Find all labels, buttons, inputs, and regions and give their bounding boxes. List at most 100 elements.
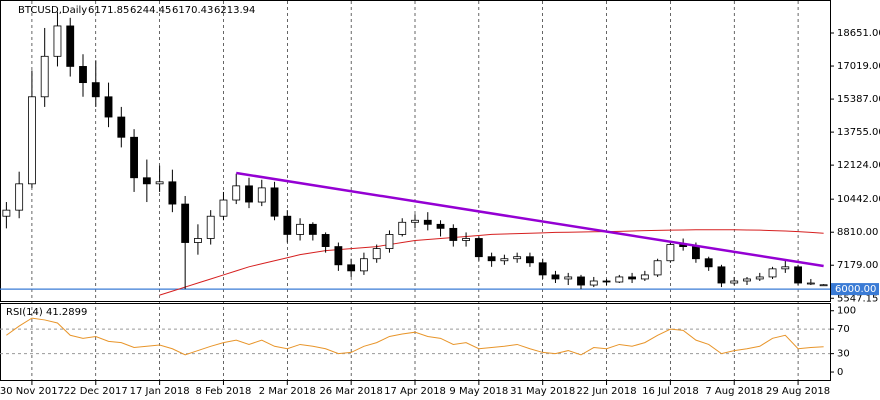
price-frame: [0, 0, 831, 302]
candle-body: [79, 66, 87, 84]
candle-body: [130, 136, 138, 179]
candle-body: [2, 209, 11, 217]
candle-body: [245, 185, 253, 203]
candle-body: [730, 280, 739, 284]
y-tick-label: 18651.00: [837, 28, 880, 39]
candle-body: [360, 258, 368, 272]
candle-body: [538, 262, 547, 276]
rsi-line: [6, 317, 824, 356]
x-tick-label: 26 Mar 2018: [319, 386, 382, 397]
x-tick-label: 22 Dec 2017: [64, 386, 128, 397]
candle-body: [589, 280, 598, 286]
x-tick-label: 17 Apr 2018: [384, 386, 446, 397]
candle-body: [755, 276, 764, 280]
y-tick-label: 8810.00: [837, 227, 878, 238]
candle-body: [551, 274, 560, 280]
candle-body: [436, 223, 445, 229]
candle-body: [104, 96, 113, 118]
x-tick-label: 8 Feb 2018: [196, 386, 252, 397]
candle-body: [602, 280, 611, 283]
y-tick-label: 17019.00: [837, 61, 880, 72]
y-tick-label: 30: [837, 349, 850, 360]
candle-body: [653, 260, 662, 276]
candle-body: [615, 276, 624, 283]
x-tick-label: 17 Jan 2018: [130, 386, 190, 397]
candle-body: [449, 227, 458, 241]
candle-body: [181, 203, 190, 243]
x-tick-label: 22 Jun 2018: [576, 386, 636, 397]
candle-body: [206, 215, 215, 239]
x-tick-label: 9 May 2018: [449, 386, 508, 397]
ohlc-high: 6244.45: [130, 5, 171, 16]
candle-body: [270, 187, 279, 217]
candle-body: [768, 268, 777, 278]
candle-body: [232, 185, 241, 201]
candle-body: [564, 276, 573, 280]
candle-body: [117, 116, 126, 138]
candle-body: [347, 264, 356, 272]
candle-body: [194, 238, 202, 243]
candle-body: [283, 215, 292, 235]
candle-body: [500, 258, 509, 262]
y-tick-label: 0: [837, 367, 843, 378]
y-tick-label: 5547.15: [837, 293, 878, 304]
candle-body: [40, 55, 49, 98]
candle-body: [53, 25, 62, 57]
ohlc-low: 6170.43: [172, 5, 213, 16]
x-tick-label: 2 Mar 2018: [259, 386, 316, 397]
candle-body: [398, 221, 407, 235]
candle-body: [91, 82, 100, 98]
candle-body: [794, 266, 802, 284]
candle-body: [487, 256, 496, 262]
candle-body: [308, 223, 317, 235]
candle-body: [15, 183, 24, 211]
candle-body: [168, 181, 177, 205]
candle-body: [462, 238, 470, 241]
trendline: [236, 171, 824, 268]
price-line-label: 6000.00: [835, 284, 876, 295]
y-tick-label: 12124.00: [837, 160, 880, 171]
ohlc-open: 6171.85: [88, 5, 129, 16]
candle-body: [219, 199, 228, 217]
candle-body: [66, 25, 75, 67]
x-tick-label: 16 Jul 2018: [642, 386, 699, 397]
candle-body: [372, 248, 381, 260]
candle-body: [423, 219, 432, 225]
candle-body: [743, 278, 751, 282]
y-tick-label: 15387.00: [837, 94, 880, 105]
x-tick-label: 31 May 2018: [510, 386, 575, 397]
candle-body: [577, 276, 585, 286]
y-tick-label: 70: [837, 324, 850, 335]
candle-body: [513, 256, 522, 260]
candle-body: [666, 244, 675, 262]
moving-average: [159, 229, 824, 296]
candle-body: [28, 96, 36, 185]
candle-body: [640, 274, 649, 280]
candle-body: [321, 234, 330, 247]
x-tick-label: 30 Nov 2017: [0, 386, 64, 397]
candle-body: [257, 187, 266, 203]
candle-body: [155, 181, 164, 185]
candle-body: [334, 246, 343, 266]
rsi-frame: [0, 303, 831, 381]
candle-body: [628, 276, 636, 280]
candle-body: [474, 238, 483, 258]
x-tick-label: 29 Aug 2018: [766, 386, 830, 397]
candle-body: [526, 256, 534, 264]
chart-title: BTCUSD,Daily: [18, 5, 87, 16]
plot-layer: [0, 1, 830, 380]
y-tick-label: 13755.00: [837, 127, 880, 138]
y-tick-label: 10442.00: [837, 194, 880, 205]
price-line-box: [831, 283, 879, 296]
candle-body: [806, 282, 815, 285]
y-tick-label: 100: [837, 306, 856, 317]
candle-body: [819, 284, 828, 287]
candle-body: [142, 177, 151, 185]
ohlc-close: 6213.94: [214, 5, 255, 16]
candle-body: [411, 219, 419, 223]
x-tick-label: 7 Aug 2018: [705, 386, 763, 397]
rsi-title: RSI(14) 41.2899: [6, 307, 87, 318]
y-tick-label: 7179.00: [837, 260, 878, 271]
